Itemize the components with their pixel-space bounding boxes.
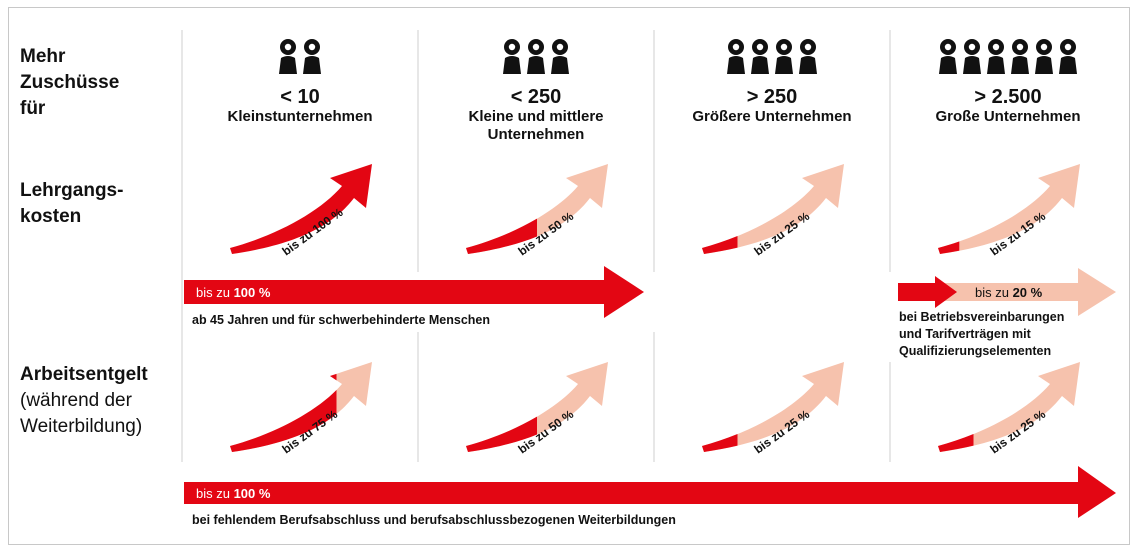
person-icon xyxy=(963,39,981,74)
person-icon xyxy=(939,39,957,74)
beruf-banner-note: bei fehlendem Berufsabschluss und berufs… xyxy=(192,513,676,527)
person-icon xyxy=(303,39,321,74)
tarif-banner-red-shape xyxy=(898,276,957,308)
course-arrow-col1: bis zu 100 % xyxy=(230,164,372,258)
person-icon xyxy=(503,39,521,74)
arrow-fill xyxy=(466,218,537,254)
person-icon xyxy=(527,39,545,74)
beruf-banner-shape xyxy=(184,466,1116,518)
course-arrow-col4: bis zu 15 % xyxy=(938,164,1080,258)
infographic-frame xyxy=(8,7,1130,545)
wage-arrow-col4: bis zu 25 % xyxy=(938,362,1080,456)
course-arrow-col2: bis zu 50 % xyxy=(466,164,608,258)
course-arrow-col3: bis zu 25 % xyxy=(702,164,844,258)
person-icon xyxy=(987,39,1005,74)
person-icon xyxy=(775,39,793,74)
person-icon xyxy=(1035,39,1053,74)
people-icons-col4 xyxy=(939,39,1077,74)
beruf-banner-label: bis zu 100 % xyxy=(196,486,271,501)
age-banner-label: bis zu 100 % xyxy=(196,285,271,300)
age-banner-note: ab 45 Jahren und für schwerbehinderte Me… xyxy=(192,313,490,327)
person-icon xyxy=(751,39,769,74)
arrow-fill xyxy=(938,241,960,254)
arrow-fill xyxy=(702,434,738,452)
people-icons-col2 xyxy=(503,39,569,74)
person-icon xyxy=(1011,39,1029,74)
arrow-body xyxy=(230,164,372,254)
row-label-mehr: Mehr Zuschüsse für xyxy=(20,46,120,119)
arrow-fill xyxy=(466,416,537,452)
arrow-fill xyxy=(938,434,974,452)
tarif-banner-label: bis zu 20 % xyxy=(975,285,1043,300)
tarif-banner-note: bei Betriebsvereinbarungen und Tarifvert… xyxy=(899,310,1065,358)
column-dividers xyxy=(181,30,891,462)
column-header-1: < 10 Kleinstunternehmen xyxy=(227,86,373,125)
person-icon xyxy=(279,39,297,74)
person-icon xyxy=(799,39,817,74)
person-icon xyxy=(727,39,745,74)
arrow-fill xyxy=(230,373,337,452)
age-banner-shape xyxy=(184,266,644,318)
column-header-2: < 250 Kleine und mittlere Unternehmen xyxy=(468,86,604,143)
wage-arrow-col2: bis zu 50 % xyxy=(466,362,608,456)
wage-arrow-col1: bis zu 75 % xyxy=(230,362,372,456)
person-icon xyxy=(1059,39,1077,74)
beruf-banner-arrow: bis zu 100 % xyxy=(184,466,1116,518)
column-header-3: > 250 Größere Unternehmen xyxy=(692,86,852,125)
column-header-4: > 2.500 Große Unternehmen xyxy=(935,86,1081,125)
age-banner-arrow: bis zu 100 % xyxy=(184,266,644,318)
wage-arrow-col3: bis zu 25 % xyxy=(702,362,844,456)
row-label-arbeitsentgelt: Arbeitsentgelt (während der Weiterbildun… xyxy=(20,364,148,437)
tarif-banner-arrow: bis zu 20 % xyxy=(898,268,1116,316)
tarif-banner-light-shape xyxy=(898,268,1116,316)
people-icons-col3 xyxy=(727,39,817,74)
arrow-fill xyxy=(702,236,738,254)
people-icons-col1 xyxy=(279,39,321,74)
row-label-lehrgangskosten: Lehrgangs- kosten xyxy=(20,180,124,227)
person-icon xyxy=(551,39,569,74)
